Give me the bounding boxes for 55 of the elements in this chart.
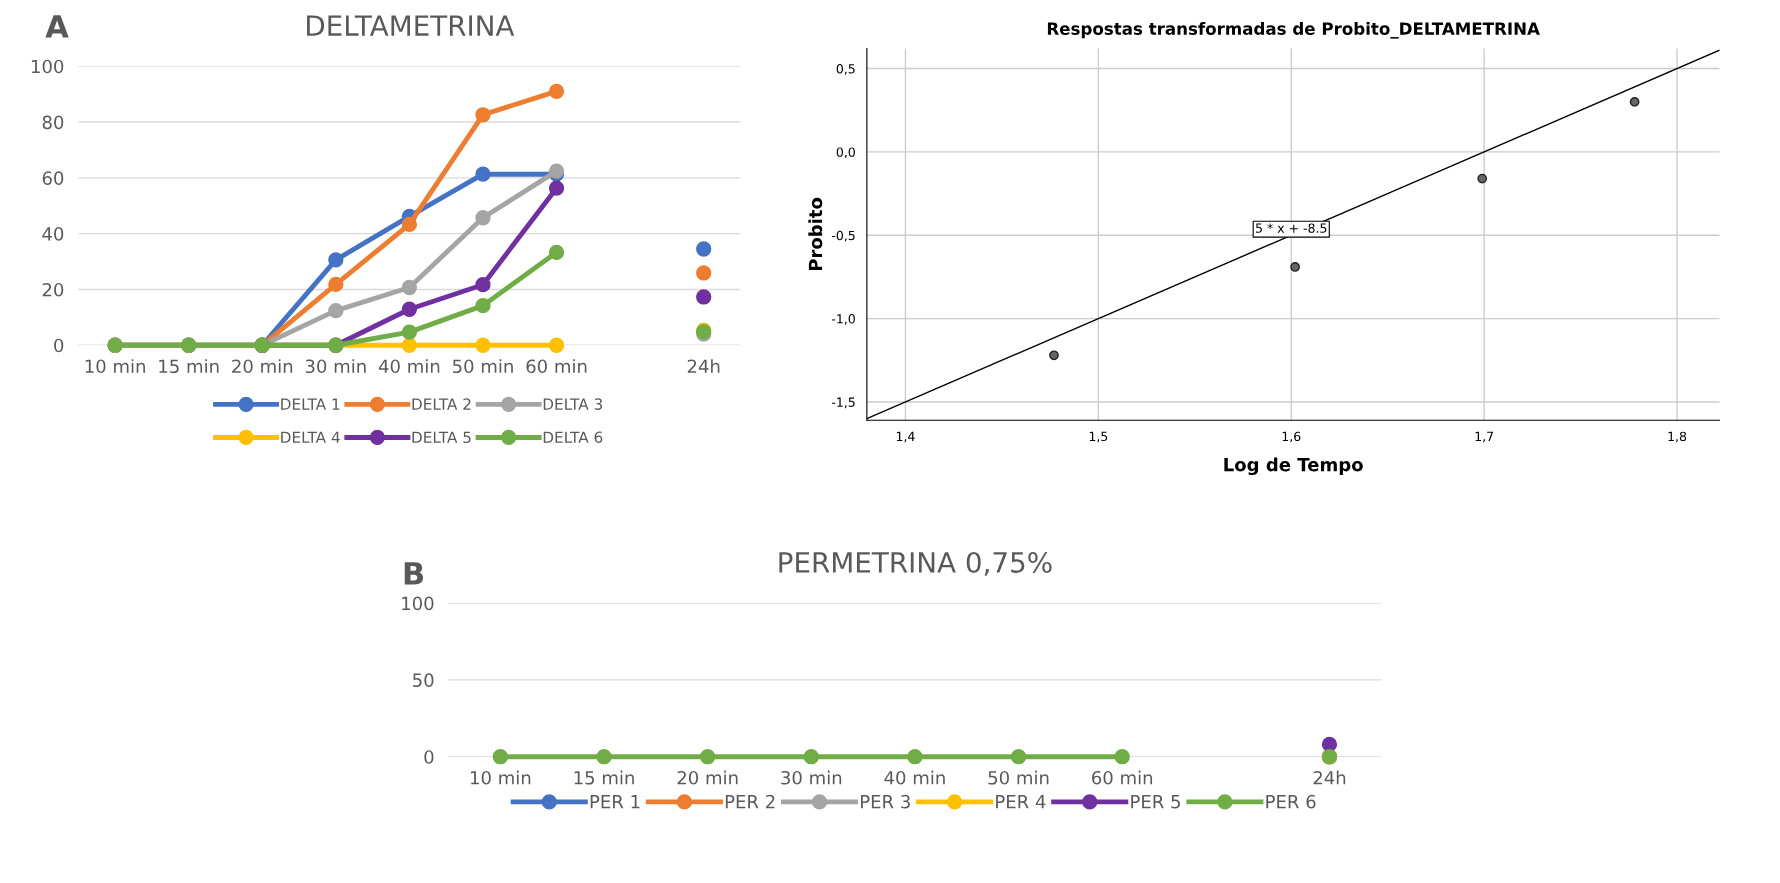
legend-label: DELTA 6 (543, 431, 603, 444)
x-tick-label: 40 min (378, 359, 440, 374)
x-tick-label: 30 min (305, 359, 366, 374)
y-tick-label: 0,5 (836, 64, 855, 75)
y-tick-label: -0,5 (831, 230, 855, 242)
legend-label: PER 3 (861, 794, 910, 809)
legend-label: PER 5 (1131, 795, 1180, 809)
y-tick-label: 40 (42, 227, 64, 241)
y-tick-label: 100 (402, 596, 434, 611)
legend-label: PER 4 (996, 795, 1046, 809)
annotation: 5 * x + -8.5 (1256, 223, 1327, 233)
legend-label: PER 2 (725, 794, 775, 809)
text: B (404, 562, 424, 585)
y-tick-label: 50 (413, 673, 434, 688)
y-tick-label: 0 (424, 750, 434, 764)
x-tick-label: 1,4 (896, 431, 915, 443)
x-tick-label: 15 min (574, 770, 634, 785)
x-tick-label: 10 min (85, 359, 145, 374)
y-tick-label: 100 (31, 59, 64, 74)
chart-title: PERMETRINA 0,75% (779, 551, 1052, 576)
y-tick-label: 60 (42, 171, 64, 185)
x-axis-title: Log de Tempo (1224, 457, 1363, 476)
x-tick-label: 1,5 (1089, 431, 1108, 443)
x-tick-label: 15 min (159, 359, 219, 374)
chart-title: DELTAMETRINA (307, 15, 515, 36)
x-tick-label: 24h (687, 359, 720, 373)
x-tick-label: 24h (1313, 770, 1346, 785)
x-tick-label: 1,8 (1668, 431, 1687, 443)
x-tick-label: 20 min (232, 359, 293, 374)
y-tick-label: -1,0 (831, 314, 855, 325)
legend-label: DELTA 3 (543, 398, 603, 410)
legend-label: PER 6 (1266, 794, 1316, 809)
x-tick-label: 20 min (677, 770, 738, 785)
x-tick-label: 1,6 (1282, 431, 1301, 443)
chart-title: Respostas transformadas de Probito_DELTAMETRINA (1047, 22, 1540, 39)
text: A (45, 15, 69, 38)
legend-label: DELTA 4 (281, 431, 340, 443)
y-axis-title: Probito (808, 197, 823, 271)
y-tick-label: 20 (42, 282, 64, 297)
x-tick-label: 50 min (452, 359, 513, 374)
x-tick-label: 60 min (1092, 770, 1153, 785)
x-tick-label: 10 min (470, 770, 531, 785)
y-tick-label: 0,0 (836, 147, 855, 159)
x-tick-label: 40 min (884, 770, 945, 785)
legend-label: DELTA 5 (412, 431, 471, 444)
y-tick-label: 0 (54, 338, 64, 353)
y-tick-label: -1,5 (831, 397, 855, 409)
legend-label: DELTA 1 (281, 398, 340, 410)
x-tick-label: 1,7 (1475, 431, 1494, 443)
y-tick-label: 80 (42, 115, 64, 130)
legend-label: PER 1 (590, 795, 640, 809)
x-tick-label: 60 min (526, 359, 587, 374)
x-tick-label: 30 min (781, 770, 842, 785)
x-tick-label: 50 min (988, 770, 1049, 785)
legend-label: DELTA 2 (412, 398, 471, 410)
